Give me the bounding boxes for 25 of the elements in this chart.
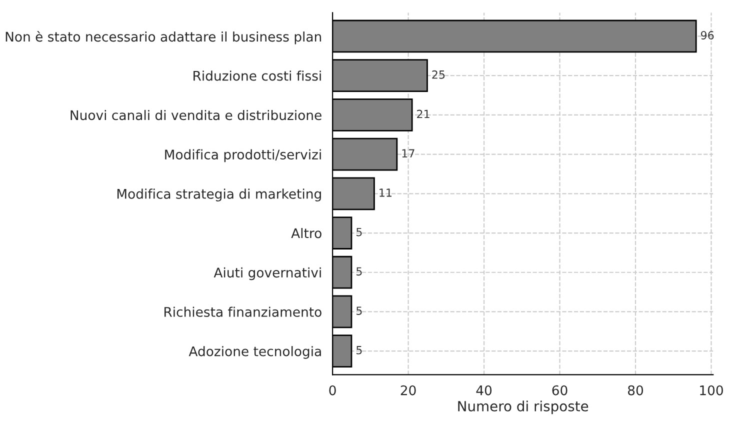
data-label: 5 [356,228,362,236]
data-label: 5 [356,267,362,276]
data-label: 5 [356,346,362,354]
y-tick-label: Modifica prodotti/servizi [165,149,321,162]
y-tick-label: Altro [291,228,322,238]
x-axis-title: Numero di risposte [458,400,588,414]
x-tick-label: 100 [700,385,723,396]
y-tick-label: Aiuti governativi [214,267,321,280]
data-label: 96 [700,31,714,40]
y-tick-label: Nuovi canali di vendita e distribuzione [70,110,322,120]
data-label: 17 [402,149,414,158]
x-tick-label: 60 [552,385,568,396]
x-tick-label: 0 [329,385,336,396]
y-tick-label: Non è stato necessario adattare il business plan [6,30,322,44]
x-tick-label: 80 [628,385,644,396]
y-tick-label: Modifica strategia di marketing [117,188,321,202]
x-tick-label: 20 [400,385,416,396]
data-label: 25 [432,70,445,79]
data-label: 5 [356,306,362,315]
y-tick-label: Riduzione costi fissi [194,70,321,81]
data-label: 21 [417,110,430,118]
y-tick-label: Adozione tecnologia [188,346,321,359]
data-label: 11 [380,188,392,197]
x-tick-label: 40 [476,385,492,396]
y-tick-label: Richiesta finanziamento [164,306,322,317]
